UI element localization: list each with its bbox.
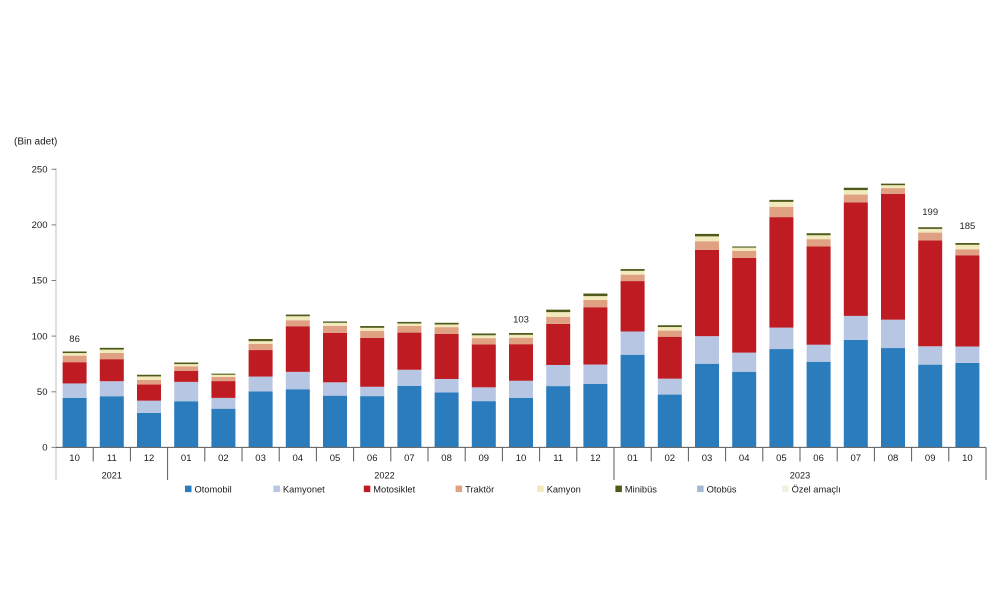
svg-text:10: 10: [69, 453, 80, 464]
svg-text:10: 10: [516, 453, 527, 464]
svg-text:12: 12: [144, 453, 155, 464]
svg-text:01: 01: [627, 453, 638, 464]
svg-text:Minibüs: Minibüs: [625, 484, 657, 494]
svg-text:Özel amaçlı: Özel amaçlı: [792, 484, 841, 494]
svg-text:05: 05: [776, 453, 787, 464]
svg-text:100: 100: [32, 331, 48, 342]
svg-text:2023: 2023: [790, 471, 810, 481]
svg-text:06: 06: [367, 453, 378, 464]
svg-text:50: 50: [37, 387, 48, 398]
svg-text:09: 09: [479, 453, 490, 464]
svg-text:Otobüs: Otobüs: [707, 484, 737, 494]
svg-text:86: 86: [69, 334, 80, 345]
svg-text:199: 199: [922, 207, 938, 218]
svg-text:06: 06: [813, 453, 824, 464]
svg-text:08: 08: [888, 453, 899, 464]
svg-text:2021: 2021: [102, 471, 122, 481]
svg-text:12: 12: [590, 453, 601, 464]
svg-text:250: 250: [32, 165, 48, 176]
svg-text:07: 07: [851, 453, 862, 464]
svg-text:(Bin adet): (Bin adet): [14, 137, 57, 148]
svg-text:02: 02: [218, 453, 229, 464]
svg-text:10: 10: [962, 453, 973, 464]
svg-text:03: 03: [255, 453, 266, 464]
svg-text:02: 02: [665, 453, 676, 464]
svg-text:03: 03: [702, 453, 713, 464]
svg-text:Kamyon: Kamyon: [547, 484, 581, 494]
svg-text:200: 200: [32, 220, 48, 231]
svg-text:08: 08: [441, 453, 452, 464]
svg-text:01: 01: [181, 453, 192, 464]
svg-text:11: 11: [553, 453, 563, 464]
svg-text:Otomobil: Otomobil: [195, 484, 232, 494]
svg-text:05: 05: [330, 453, 341, 464]
svg-text:11: 11: [107, 453, 117, 464]
svg-text:09: 09: [925, 453, 936, 464]
svg-text:Traktör: Traktör: [465, 484, 494, 494]
svg-text:Kamyonet: Kamyonet: [283, 484, 325, 494]
svg-text:04: 04: [739, 453, 750, 464]
svg-text:2022: 2022: [374, 471, 394, 481]
svg-text:103: 103: [513, 314, 529, 325]
svg-text:04: 04: [293, 453, 304, 464]
svg-text:Motosiklet: Motosiklet: [373, 484, 415, 494]
svg-text:185: 185: [959, 221, 975, 232]
svg-text:07: 07: [404, 453, 415, 464]
svg-text:0: 0: [42, 443, 47, 454]
svg-text:150: 150: [32, 276, 48, 287]
